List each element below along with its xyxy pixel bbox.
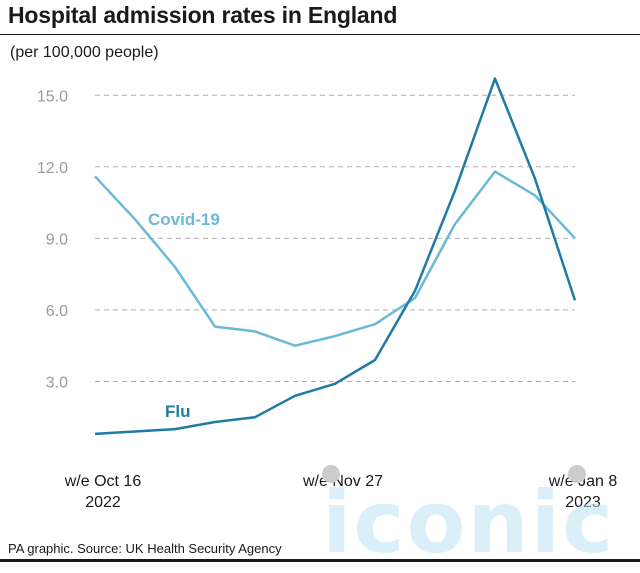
y-tick-label: 9.0 [46,231,68,248]
iconic-watermark: iconic [322,473,616,573]
y-axis-ticks: 3.0 6.0 9.0 12.0 15.0 [37,88,68,391]
series-label-flu: Flu [165,402,191,421]
x-tick-label: w/e Nov 27 [302,473,383,490]
series-lines [94,77,577,436]
watermark-dot-right [568,465,586,483]
x-axis-ticks: w/e Oct 16 2022 w/e Nov 27 w/e Jan 8 2023 [64,473,618,511]
title-divider [0,34,640,35]
y-axis-unit-label: (per 100,000 people) [10,44,159,61]
y-tick-label: 12.0 [37,160,68,177]
x-tick-label-year: 2023 [565,494,601,511]
y-tick-label: 6.0 [46,303,68,320]
x-tick-label-year: 2022 [85,494,121,511]
series-line-covid-19 [94,170,576,347]
x-tick-label: w/e Jan 8 [548,473,618,490]
chart-title: Hospital admission rates in England [8,2,398,28]
y-tick-label: 3.0 [46,374,68,391]
watermark-dot-left [322,465,340,483]
x-tick-label: w/e Oct 16 [64,473,142,490]
y-tick-label: 15.0 [37,88,68,105]
series-label-covid: Covid-19 [148,210,220,229]
bottom-divider [0,559,640,562]
gridlines [95,94,575,382]
source-footer: PA graphic. Source: UK Health Security A… [8,541,282,556]
series-line-flu [94,77,577,436]
